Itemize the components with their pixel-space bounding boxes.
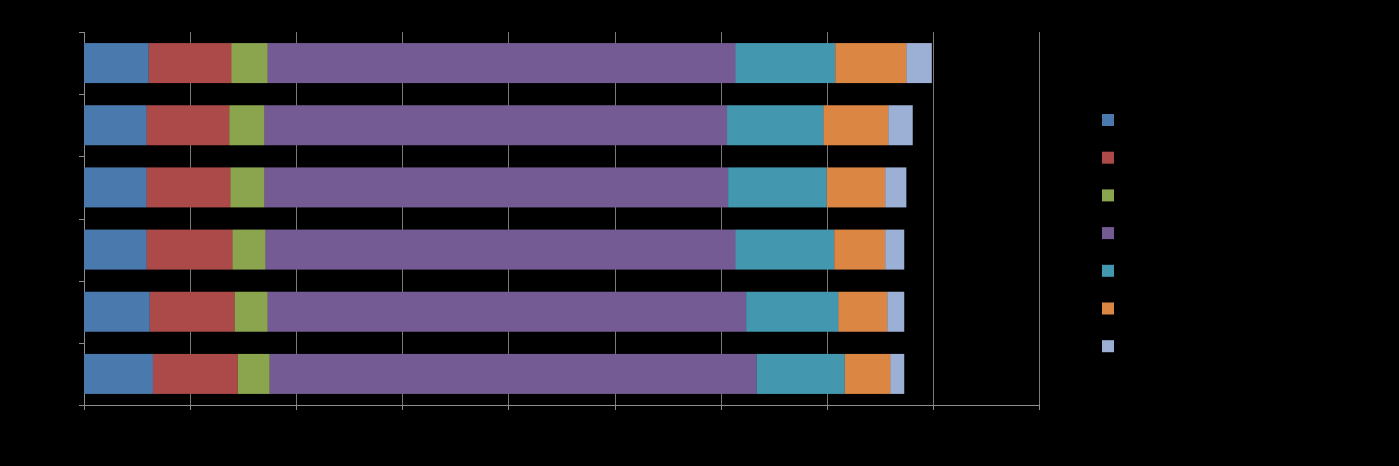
bar-segment-series-7	[888, 105, 913, 146]
bar-segment-series-7	[906, 43, 932, 84]
bar-segment-series-2	[152, 353, 238, 394]
bar-segment-series-5	[735, 229, 835, 270]
bar-segment-series-6	[844, 353, 891, 394]
bar-segment-series-3	[234, 291, 268, 332]
bar-segment-series-1	[84, 43, 149, 84]
bar-segment-series-2	[146, 105, 230, 146]
bar-segment-series-5	[728, 167, 827, 208]
legend-marker-series-5	[1102, 264, 1114, 277]
bar-segment-series-6	[835, 43, 907, 84]
bar-segment-series-2	[146, 167, 231, 208]
bar-segment-series-4	[264, 105, 728, 146]
bar-segment-series-6	[838, 291, 888, 332]
bar-segment-series-1	[84, 229, 147, 270]
legend-marker-series-2	[1102, 151, 1114, 164]
bar-segment-series-2	[148, 43, 232, 84]
legend-marker-series-3	[1102, 189, 1114, 202]
bar-segment-series-7	[885, 167, 907, 208]
legend-marker-series-4	[1102, 227, 1114, 240]
bar-segment-series-2	[149, 291, 235, 332]
bar-segment-series-5	[746, 291, 839, 332]
bar-segment-series-1	[84, 167, 147, 208]
bar-segment-series-2	[146, 229, 233, 270]
bar-segment-series-6	[823, 105, 889, 146]
bar-segment-series-1	[84, 105, 147, 146]
legend-marker-series-1	[1102, 114, 1114, 126]
bar-segment-series-3	[231, 43, 268, 84]
bar-segment-series-7	[885, 229, 905, 270]
bar-segment-series-3	[232, 229, 266, 270]
bar-segment-series-6	[834, 229, 886, 270]
bar-segment-series-4	[265, 229, 736, 270]
bar-segment-series-1	[84, 353, 153, 394]
bar-segment-series-5	[735, 43, 836, 84]
bar-segment-series-3	[230, 167, 265, 208]
bar-segment-series-5	[727, 105, 824, 146]
bar-segment-series-4	[267, 43, 736, 84]
bar-segment-series-7	[887, 291, 905, 332]
legend-marker-series-7	[1102, 340, 1114, 353]
legend-marker-series-6	[1102, 302, 1114, 315]
bar-segment-series-3	[237, 353, 270, 394]
bar-segment-series-4	[264, 167, 729, 208]
bar-segment-series-3	[229, 105, 265, 146]
bar-segment-series-7	[890, 353, 905, 394]
bar-segment-series-4	[269, 353, 757, 394]
bar-segment-series-4	[267, 291, 747, 332]
bar-segment-series-5	[756, 353, 845, 394]
bar-segment-series-1	[84, 291, 150, 332]
bar-segment-series-6	[826, 167, 886, 208]
